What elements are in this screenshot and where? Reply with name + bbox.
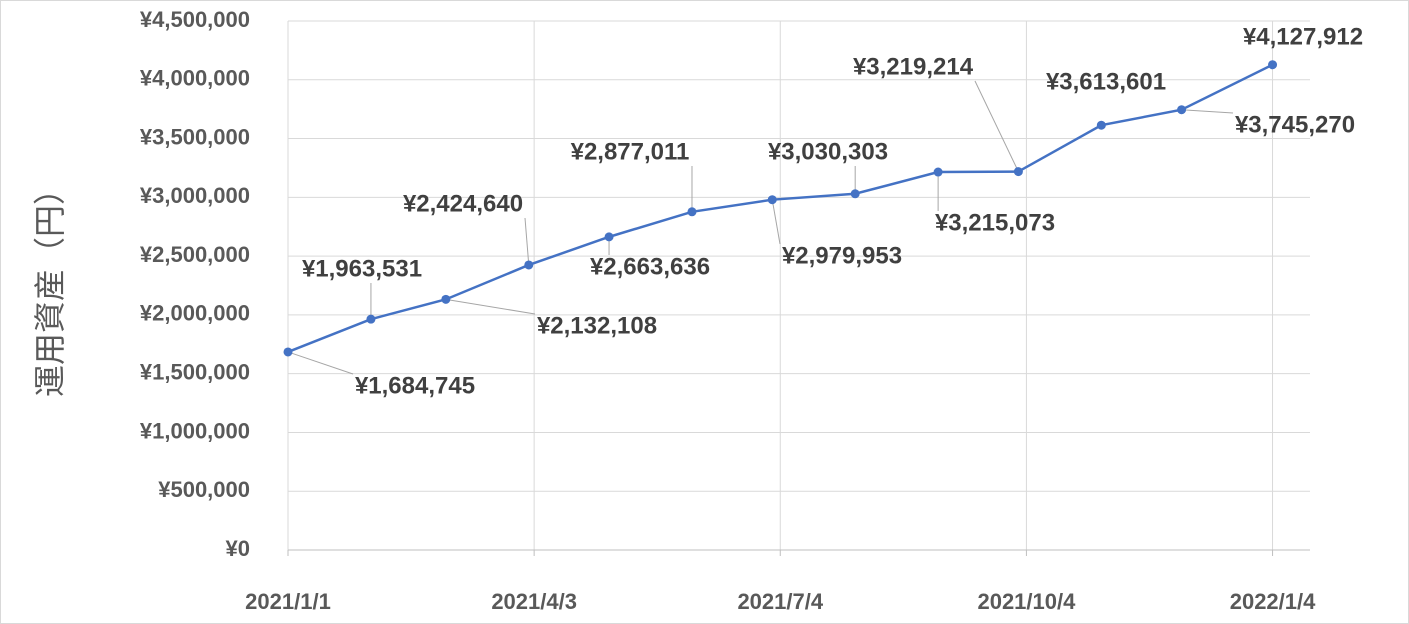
- point: [366, 314, 376, 324]
- y-axis-title: 運用資産（円）: [31, 173, 69, 397]
- leader-line: [287, 351, 354, 375]
- x-tick-label: 2021/1/1: [245, 589, 331, 614]
- y-tick-label: ¥1,500,000: [140, 359, 250, 384]
- y-tick-label: ¥2,000,000: [140, 301, 250, 326]
- point: [1096, 120, 1106, 130]
- data-label: ¥2,877,011: [571, 138, 690, 165]
- leader-line: [524, 217, 530, 266]
- data-label: ¥2,979,953: [782, 242, 902, 269]
- x-tick-label: 2021/4/3: [491, 589, 577, 614]
- point: [1177, 105, 1187, 115]
- data-label: ¥2,663,636: [590, 253, 710, 280]
- x-tick-label: 2022/1/4: [1230, 589, 1316, 614]
- data-label: ¥4,127,912: [1243, 23, 1363, 50]
- data-label: ¥1,963,531: [302, 255, 422, 282]
- data-label: ¥3,745,270: [1235, 111, 1355, 138]
- data-label: ¥2,424,640: [403, 190, 523, 217]
- y-tick-label: ¥3,000,000: [140, 183, 250, 208]
- data-label: ¥3,219,214: [853, 53, 974, 80]
- data-label: ¥3,613,601: [1046, 68, 1166, 95]
- data-label: ¥1,684,745: [355, 372, 475, 399]
- point: [933, 167, 943, 177]
- point: [604, 232, 614, 242]
- x-tick-label: 2021/7/4: [737, 589, 823, 614]
- point: [687, 207, 697, 217]
- point: [1268, 60, 1278, 70]
- data-label: ¥2,132,108: [537, 312, 657, 339]
- data-label: ¥3,215,073: [935, 209, 1055, 236]
- point: [850, 189, 860, 199]
- y-tick-label: ¥4,500,000: [140, 7, 250, 32]
- point: [283, 347, 293, 357]
- y-tick-label: ¥3,500,000: [140, 124, 250, 149]
- y-tick-label: ¥0: [226, 536, 250, 561]
- point: [767, 195, 777, 205]
- data-label: ¥3,030,303: [768, 138, 888, 165]
- y-tick-label: ¥4,000,000: [140, 66, 250, 91]
- leader-line: [974, 80, 1019, 172]
- y-tick-label: ¥1,000,000: [140, 418, 250, 443]
- x-tick-label: 2021/10/4: [977, 589, 1076, 614]
- y-tick-label: ¥2,500,000: [140, 242, 250, 267]
- point: [524, 260, 534, 270]
- leader-line: [1181, 109, 1234, 114]
- point: [441, 294, 451, 304]
- leader-line: [771, 199, 781, 245]
- y-tick-label: ¥500,000: [158, 477, 250, 502]
- point: [1013, 167, 1023, 177]
- leader-line: [445, 298, 536, 315]
